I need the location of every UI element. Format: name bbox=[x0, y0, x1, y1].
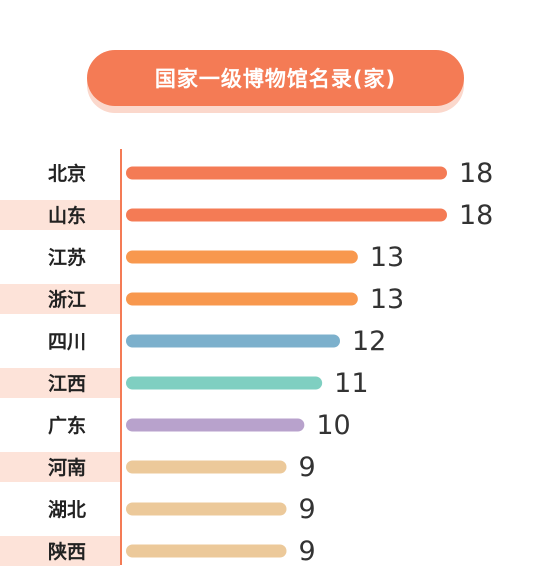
category-label: 广东 bbox=[48, 414, 86, 437]
category-label: 四川 bbox=[48, 331, 86, 353]
bar bbox=[126, 376, 323, 390]
value-label: 9 bbox=[299, 452, 316, 483]
value-label: 13 bbox=[370, 284, 404, 315]
value-label: 12 bbox=[352, 326, 386, 357]
value-label: 13 bbox=[370, 242, 404, 273]
bar bbox=[126, 544, 287, 558]
bar bbox=[126, 460, 287, 474]
row-stripe bbox=[0, 284, 120, 314]
category-label: 湖北 bbox=[48, 499, 86, 521]
value-label: 11 bbox=[334, 368, 368, 399]
bar bbox=[126, 292, 358, 306]
bar bbox=[126, 208, 447, 222]
value-label: 10 bbox=[316, 410, 350, 441]
category-label: 浙江 bbox=[48, 288, 86, 311]
bar bbox=[126, 166, 447, 180]
row-stripe bbox=[0, 536, 120, 566]
bar bbox=[126, 334, 340, 348]
title-pill: 国家一级博物馆名录(家) bbox=[87, 50, 464, 106]
category-label: 江苏 bbox=[48, 246, 86, 269]
category-label: 北京 bbox=[48, 162, 86, 185]
category-label: 江西 bbox=[48, 373, 86, 395]
row-stripe bbox=[0, 368, 120, 398]
category-label: 河南 bbox=[48, 457, 86, 479]
value-label: 9 bbox=[299, 536, 316, 567]
value-label: 18 bbox=[459, 158, 493, 189]
value-label: 9 bbox=[299, 494, 316, 525]
row-stripes bbox=[0, 200, 120, 566]
bar bbox=[126, 250, 358, 264]
category-label: 山东 bbox=[48, 204, 86, 227]
bars bbox=[126, 166, 447, 558]
bar bbox=[126, 418, 305, 432]
row-stripe bbox=[0, 452, 120, 482]
value-label: 18 bbox=[459, 200, 493, 231]
bar bbox=[126, 502, 287, 516]
chart-title: 国家一级博物馆名录(家) bbox=[154, 67, 397, 91]
row-stripe bbox=[0, 200, 120, 230]
category-label: 陕西 bbox=[48, 540, 86, 563]
